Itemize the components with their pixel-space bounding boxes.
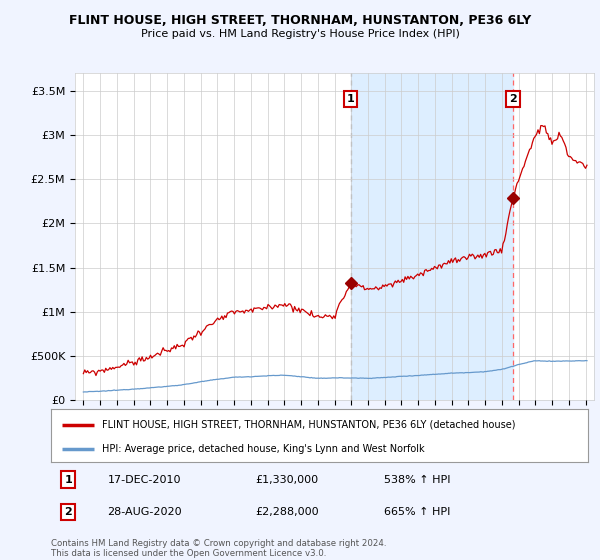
Text: Contains HM Land Registry data © Crown copyright and database right 2024.
This d: Contains HM Land Registry data © Crown c… xyxy=(51,539,386,558)
Text: FLINT HOUSE, HIGH STREET, THORNHAM, HUNSTANTON, PE36 6LY (detached house): FLINT HOUSE, HIGH STREET, THORNHAM, HUNS… xyxy=(102,420,515,430)
Text: 665% ↑ HPI: 665% ↑ HPI xyxy=(384,507,451,517)
Text: 2: 2 xyxy=(509,94,517,104)
Text: 1: 1 xyxy=(347,94,355,104)
Text: 1: 1 xyxy=(64,474,72,484)
Text: Price paid vs. HM Land Registry's House Price Index (HPI): Price paid vs. HM Land Registry's House … xyxy=(140,29,460,39)
Text: £1,330,000: £1,330,000 xyxy=(255,474,318,484)
Text: £2,288,000: £2,288,000 xyxy=(255,507,319,517)
Text: FLINT HOUSE, HIGH STREET, THORNHAM, HUNSTANTON, PE36 6LY: FLINT HOUSE, HIGH STREET, THORNHAM, HUNS… xyxy=(69,14,531,27)
Bar xyxy=(350,73,513,400)
Text: 2: 2 xyxy=(64,507,72,517)
Text: HPI: Average price, detached house, King's Lynn and West Norfolk: HPI: Average price, detached house, King… xyxy=(102,444,425,454)
Text: 28-AUG-2020: 28-AUG-2020 xyxy=(107,507,182,517)
Text: 17-DEC-2010: 17-DEC-2010 xyxy=(107,474,181,484)
Text: 538% ↑ HPI: 538% ↑ HPI xyxy=(384,474,451,484)
